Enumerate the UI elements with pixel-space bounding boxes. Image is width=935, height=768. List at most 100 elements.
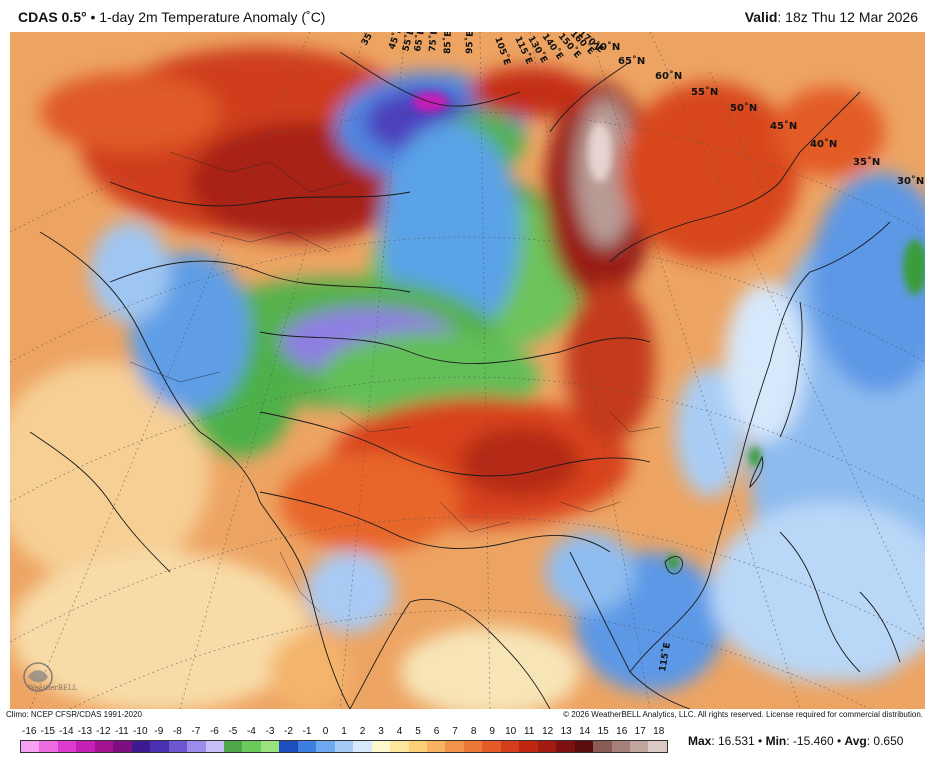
copyright-note: © 2026 WeatherBELL Analytics, LLC. All r… bbox=[563, 710, 923, 719]
colorbar-swatch bbox=[316, 741, 335, 752]
colorbar-label: -4 bbox=[246, 726, 256, 737]
stats-max-label: Max bbox=[688, 734, 712, 748]
colorbar-swatch bbox=[353, 741, 372, 752]
lon-label-115e-south: 115˚E bbox=[657, 642, 673, 673]
stats-max-value: : 16.531 • bbox=[711, 734, 763, 748]
colorbar-labels: -16 -15 -14 -13 -12 -11 -10 -9 -8 -7 -6 -5 -4 -3 -2 -1 0… bbox=[20, 726, 668, 740]
colorbar-swatch bbox=[519, 741, 538, 752]
colorbar-swatch bbox=[205, 741, 224, 752]
colorbar-swatch bbox=[556, 741, 575, 752]
lat-label-45: 45˚N bbox=[770, 120, 797, 132]
colorbar-label: -16 bbox=[22, 726, 37, 737]
colorbar-swatch bbox=[297, 741, 317, 752]
lat-label-55: 55˚N bbox=[691, 86, 718, 98]
colorbar-label: 6 bbox=[433, 726, 440, 737]
colorbar-label: 2 bbox=[359, 726, 366, 737]
colorbar-swatch bbox=[76, 741, 95, 752]
colorbar-label: 8 bbox=[470, 726, 477, 737]
colorbar-label: -2 bbox=[284, 726, 293, 737]
colorbar-label: -14 bbox=[59, 726, 74, 737]
field-stats: Max: 16.531 • Min: -15.460 • Avg: 0.650 bbox=[688, 734, 903, 748]
lat-label-35: 35˚N bbox=[853, 156, 880, 168]
colorbar-swatch bbox=[463, 741, 483, 752]
colorbar-label: -3 bbox=[265, 726, 275, 737]
valid-label: Valid bbox=[744, 9, 778, 25]
colorbar-swatch bbox=[223, 741, 243, 752]
logo-text: WeatherBELL bbox=[28, 684, 78, 692]
colorbar-label: 5 bbox=[415, 726, 421, 737]
colorbar-swatch bbox=[445, 741, 464, 752]
lat-label-40: 40˚N bbox=[810, 138, 837, 150]
colorbar-swatch bbox=[408, 741, 427, 752]
colorbar-label: 11 bbox=[523, 726, 535, 737]
colorbar-label: 7 bbox=[452, 726, 458, 737]
colorbar-swatch bbox=[131, 741, 151, 752]
colorbar-swatch bbox=[593, 741, 612, 752]
colorbar-swatch bbox=[57, 741, 77, 752]
climo-note: Climo: NCEP CFSR/CDAS 1991-2020 bbox=[6, 710, 142, 719]
lat-label-30: 30˚N bbox=[897, 175, 924, 187]
valid-value: : 18z Thu 12 Mar 2026 bbox=[777, 9, 918, 25]
colorbar-swatch bbox=[537, 741, 557, 752]
colorbar-label: -9 bbox=[154, 726, 164, 737]
colorbar-label: 18 bbox=[653, 726, 665, 737]
colorbar-swatch bbox=[426, 741, 446, 752]
colorbar-swatch bbox=[39, 741, 58, 752]
colorbar-swatch bbox=[113, 741, 132, 752]
lat-label-60: 60˚N bbox=[655, 70, 682, 82]
lat-label-65: 65˚N bbox=[618, 55, 645, 67]
valid-time: Valid: 18z Thu 12 Mar 2026 bbox=[745, 9, 918, 25]
colorbar-label: -7 bbox=[191, 726, 201, 737]
colorbar-label: 1 bbox=[341, 726, 347, 737]
colorbar-swatch bbox=[334, 741, 354, 752]
product-name: • 1-day 2m Temperature Anomaly (˚C) bbox=[90, 9, 326, 25]
lat-label-50: 50˚N bbox=[730, 102, 757, 114]
colorbar-label: 13 bbox=[560, 726, 572, 737]
lat-label-70: 70˚N bbox=[593, 41, 620, 53]
colorbar-label: -13 bbox=[77, 726, 93, 737]
colorbar-label: 0 bbox=[322, 726, 329, 737]
admin-borders bbox=[129, 151, 661, 613]
map-title: CDAS 0.5° • 1-day 2m Temperature Anomaly… bbox=[18, 9, 325, 25]
colorbar-swatch bbox=[168, 741, 188, 752]
lon-label-85e: 85˚E bbox=[442, 32, 454, 54]
weatherbell-logo: WeatherBELL bbox=[23, 662, 78, 692]
colorbar-swatch bbox=[390, 741, 409, 752]
colorbar-label: -1 bbox=[302, 726, 312, 737]
colorbar-swatch bbox=[94, 741, 114, 752]
stats-min-label: Min bbox=[765, 734, 787, 748]
colorbar-swatch bbox=[279, 741, 298, 752]
colorbar-label: 9 bbox=[489, 726, 495, 737]
header: CDAS 0.5° • 1-day 2m Temperature Anomaly… bbox=[0, 0, 935, 32]
colorbar-label: -10 bbox=[133, 726, 148, 737]
lon-label-65e: 65˚E bbox=[412, 32, 427, 53]
colorbar: -16 -15 -14 -13 -12 -11 -10 -9 -8 -7 -6 -5 -4 -3 -2 -1 0… bbox=[20, 726, 668, 764]
colorbar-swatches bbox=[20, 740, 668, 753]
anomaly-field bbox=[10, 47, 925, 709]
lon-label-75e: 75˚E bbox=[427, 32, 440, 52]
colorbar-swatch bbox=[150, 741, 169, 752]
temperature-anomaly-map: 70˚N 65˚N 60˚N 55˚N 50˚N 45˚N 40˚N 35˚N … bbox=[10, 32, 925, 709]
colorbar-label: 16 bbox=[616, 726, 628, 737]
colorbar-label: -11 bbox=[114, 726, 129, 737]
colorbar-label: 3 bbox=[378, 726, 384, 737]
colorbar-label: -5 bbox=[228, 726, 238, 737]
map-canvas: 70˚N 65˚N 60˚N 55˚N 50˚N 45˚N 40˚N 35˚N … bbox=[10, 32, 925, 709]
colorbar-swatch bbox=[500, 741, 520, 752]
colorbar-label: -6 bbox=[209, 726, 219, 737]
colorbar-label: -15 bbox=[40, 726, 55, 737]
colorbar-swatch bbox=[574, 741, 594, 752]
colorbar-label: 15 bbox=[597, 726, 609, 737]
colorbar-swatch bbox=[21, 741, 40, 752]
colorbar-swatch bbox=[629, 741, 649, 752]
colorbar-swatch bbox=[371, 741, 391, 752]
stats-min-value: : -15.460 • bbox=[786, 734, 842, 748]
colorbar-label: 17 bbox=[634, 726, 646, 737]
colorbar-swatch bbox=[242, 741, 261, 752]
model-name: CDAS 0.5° bbox=[18, 9, 87, 25]
colorbar-label: -12 bbox=[96, 726, 111, 737]
longitude-labels: 35˚E 45˚E 55˚E 65˚E 75˚E 85˚E 95˚E 105˚E… bbox=[359, 32, 673, 673]
colorbar-swatch bbox=[260, 741, 280, 752]
colorbar-label: 12 bbox=[542, 726, 554, 737]
stats-avg-value: : 0.650 bbox=[866, 734, 904, 748]
